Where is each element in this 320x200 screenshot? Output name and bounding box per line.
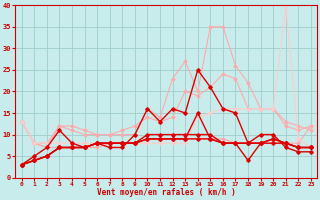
X-axis label: Vent moyen/en rafales ( km/h ): Vent moyen/en rafales ( km/h ): [97, 188, 236, 197]
